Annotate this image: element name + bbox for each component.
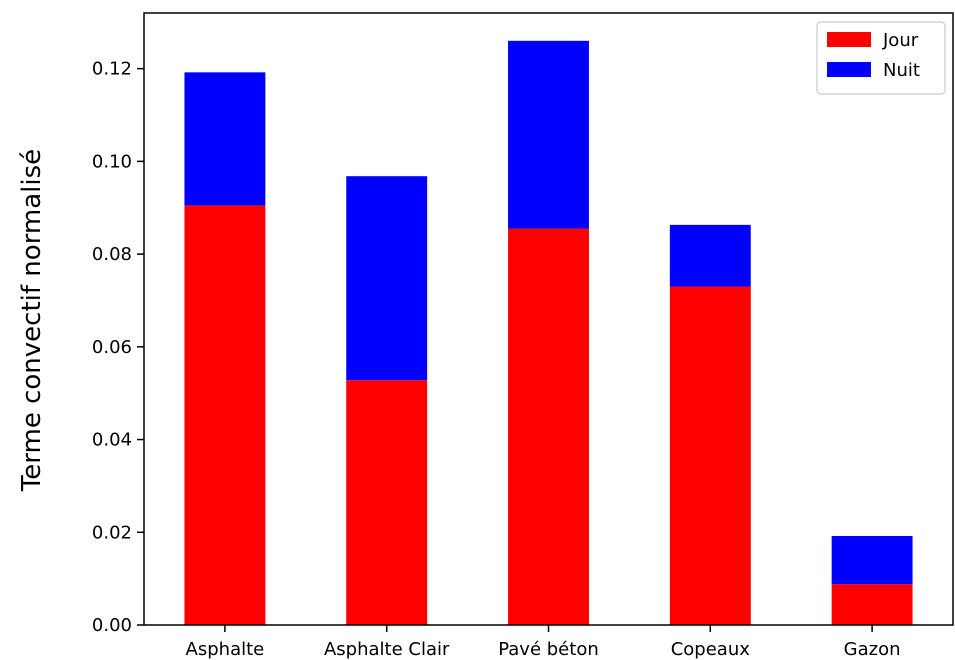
bar-jour-1 [346, 380, 428, 625]
bar-jour-3 [669, 286, 751, 625]
legend-label-jour: Jour [882, 30, 919, 51]
bar-nuit-4 [831, 535, 913, 585]
x-tick-label: Gazon [844, 639, 901, 660]
y-tick-label: 0.12 [92, 59, 132, 80]
plot-frame [143, 12, 954, 626]
bars-group [184, 40, 913, 625]
y-tick-label: 0.02 [92, 522, 132, 543]
legend-swatch-jour [827, 32, 871, 47]
bar-nuit-2 [508, 40, 589, 229]
y-tick-label: 0.00 [92, 615, 132, 636]
x-axis-ticks: Asphalte Asphalte Clair Pavé béton Copeaux G… [186, 625, 901, 660]
legend: Jour Nuit [816, 21, 946, 95]
y-axis-label: Terme convectif normalisé [17, 149, 47, 492]
y-tick-label: 0.08 [92, 244, 132, 265]
y-tick-label: 0.10 [92, 151, 132, 172]
legend-label-nuit: Nuit [883, 60, 920, 81]
x-tick-label: Asphalte [186, 639, 265, 660]
bar-nuit-0 [184, 72, 266, 206]
bar-jour-4 [831, 584, 913, 625]
bar-nuit-1 [346, 176, 428, 381]
y-axis-ticks: 0.00 0.02 0.04 0.06 0.08 0.10 0.12 [92, 59, 144, 636]
bar-jour-2 [508, 228, 589, 625]
x-tick-label: Copeaux [671, 639, 751, 660]
y-tick-label: 0.06 [92, 337, 132, 358]
x-tick-label: Asphalte Clair [324, 639, 450, 660]
bar-jour-0 [184, 205, 266, 625]
legend-swatch-nuit [827, 62, 871, 77]
bar-nuit-3 [669, 224, 751, 287]
y-tick-label: 0.04 [92, 430, 132, 451]
x-tick-label: Pavé béton [498, 639, 599, 660]
